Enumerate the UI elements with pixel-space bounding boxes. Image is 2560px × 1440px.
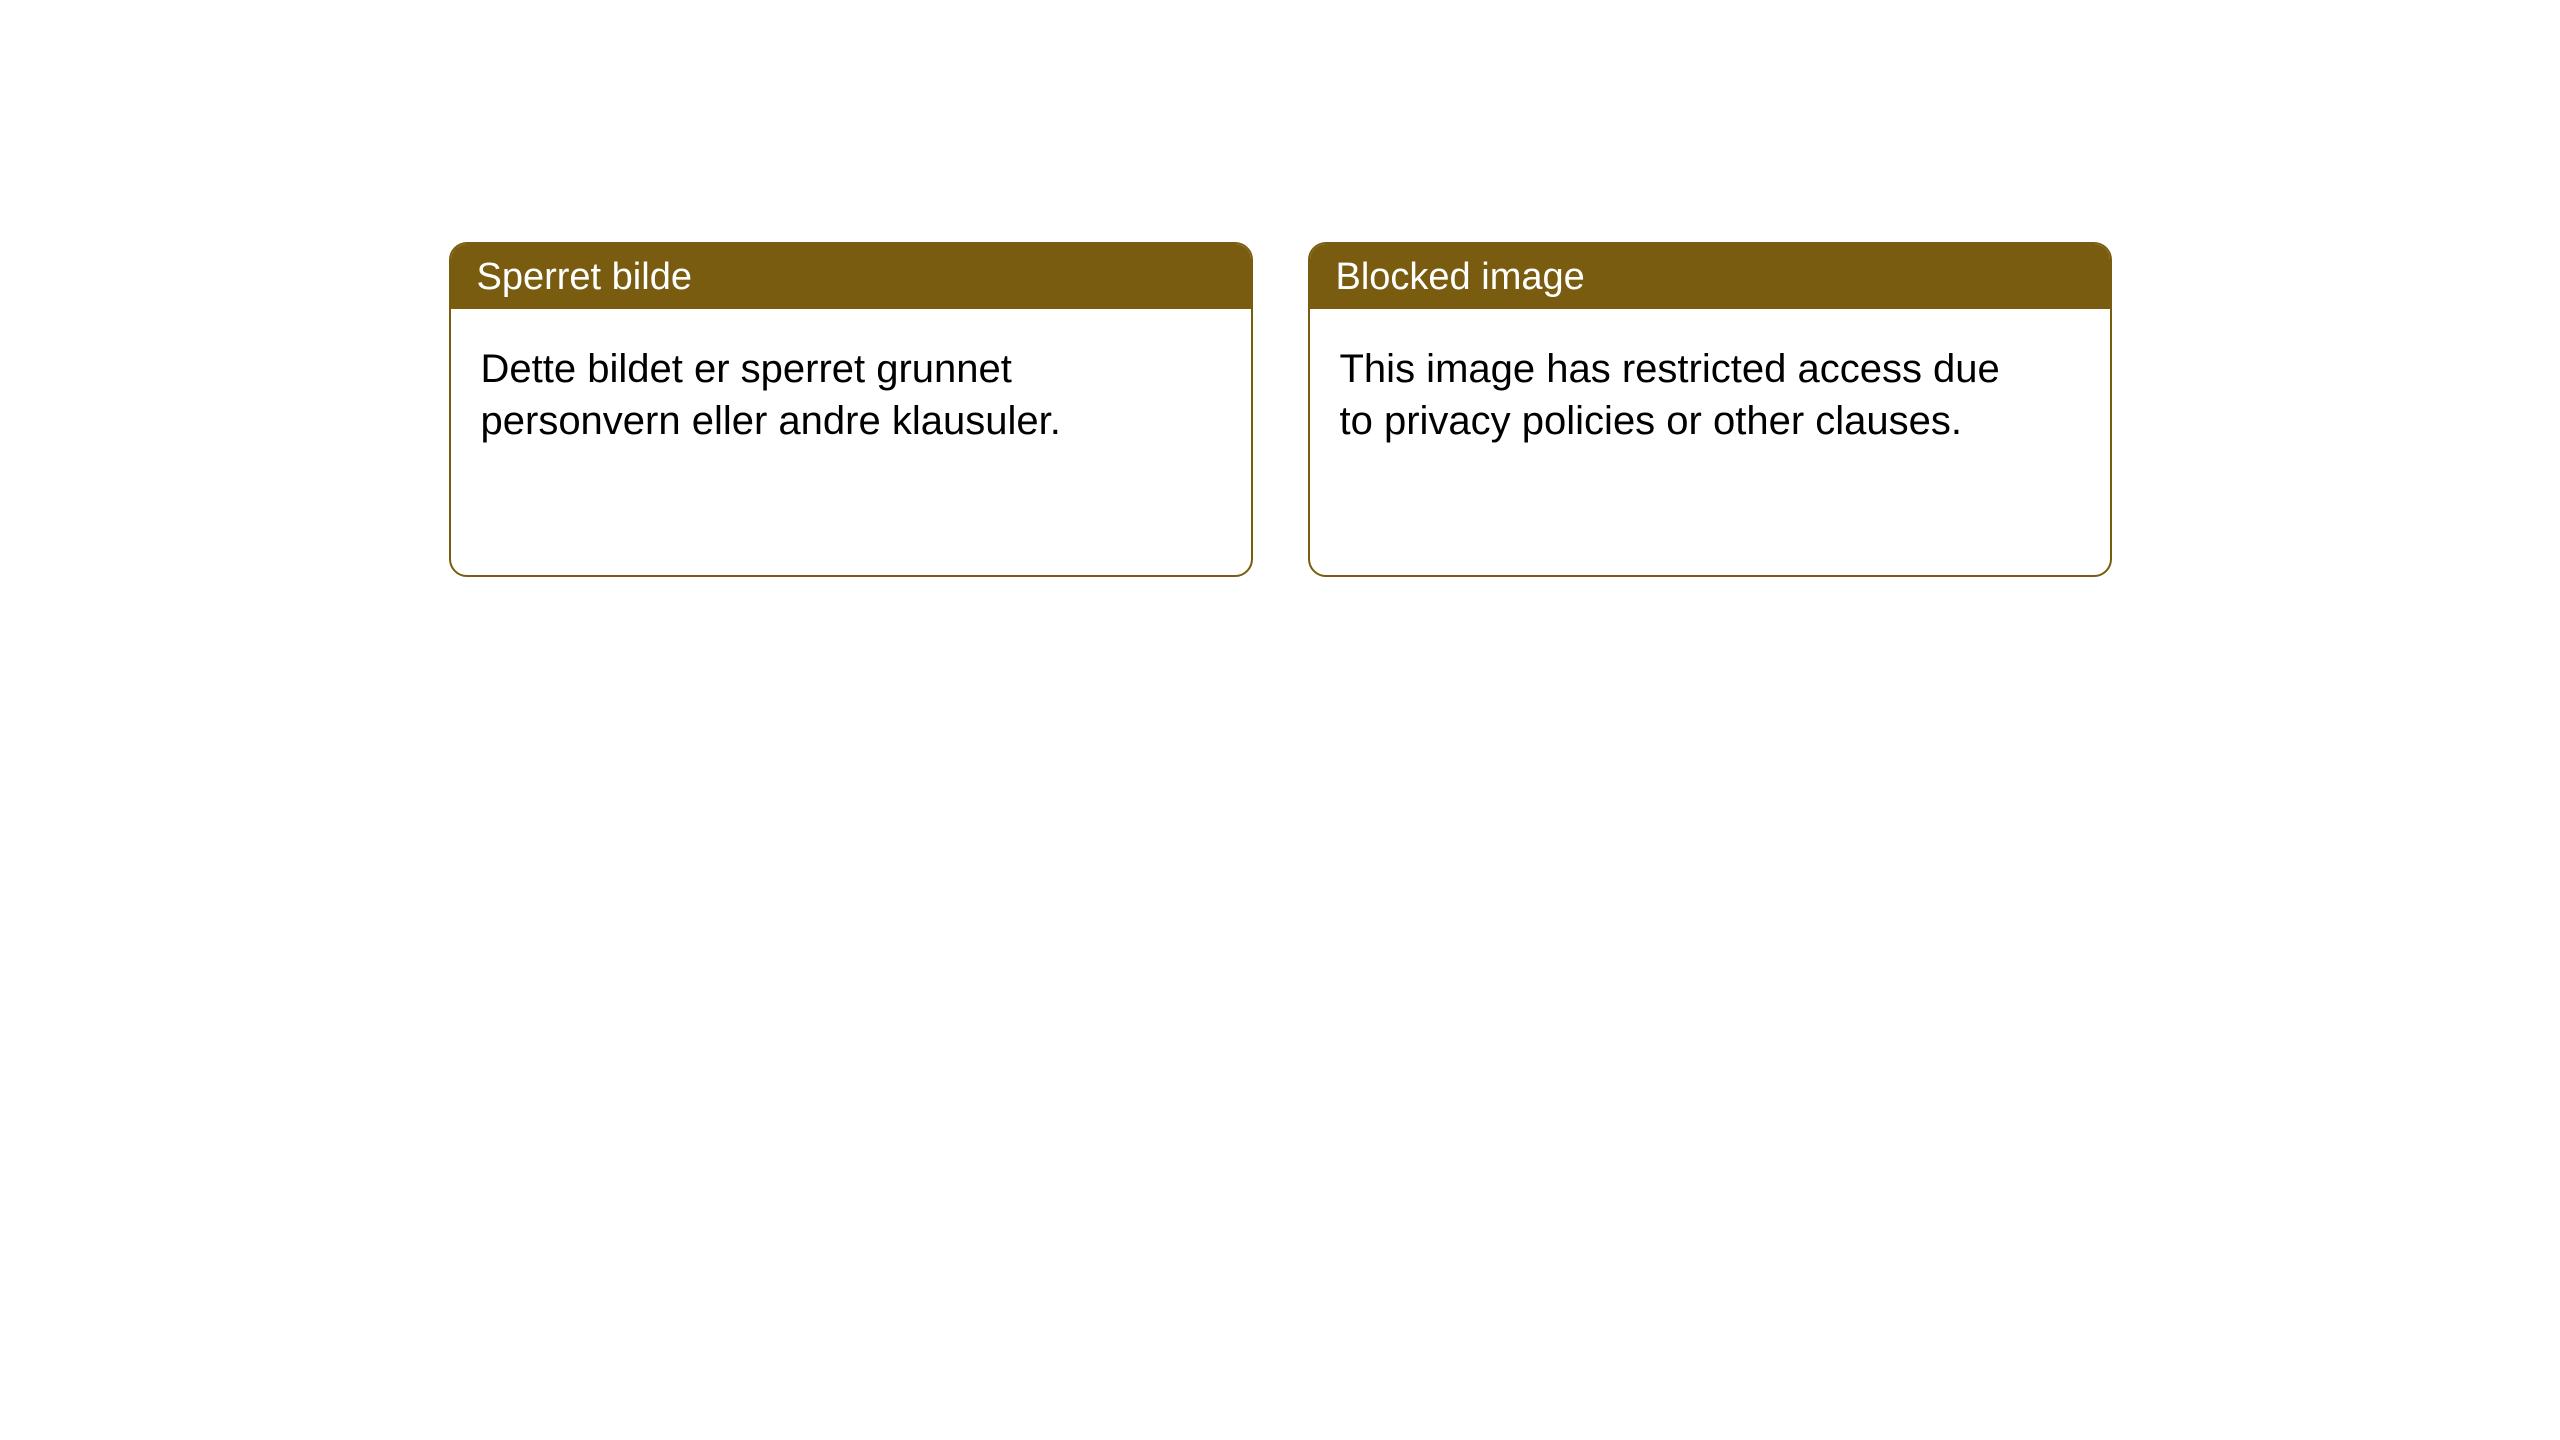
card-title-en: Blocked image	[1336, 256, 1585, 298]
card-message-en: This image has restricted access due to …	[1340, 347, 2000, 443]
card-header-en: Blocked image	[1310, 244, 2110, 309]
card-body-no: Dette bildet er sperret grunnet personve…	[451, 309, 1191, 467]
card-message-no: Dette bildet er sperret grunnet personve…	[481, 347, 1061, 443]
blocked-image-card-no: Sperret bilde Dette bildet er sperret gr…	[449, 242, 1253, 577]
card-title-no: Sperret bilde	[477, 256, 692, 298]
blocked-image-card-en: Blocked image This image has restricted …	[1308, 242, 2112, 577]
card-header-no: Sperret bilde	[451, 244, 1251, 309]
card-body-en: This image has restricted access due to …	[1310, 309, 2050, 467]
blocked-image-cards: Sperret bilde Dette bildet er sperret gr…	[449, 242, 2112, 577]
